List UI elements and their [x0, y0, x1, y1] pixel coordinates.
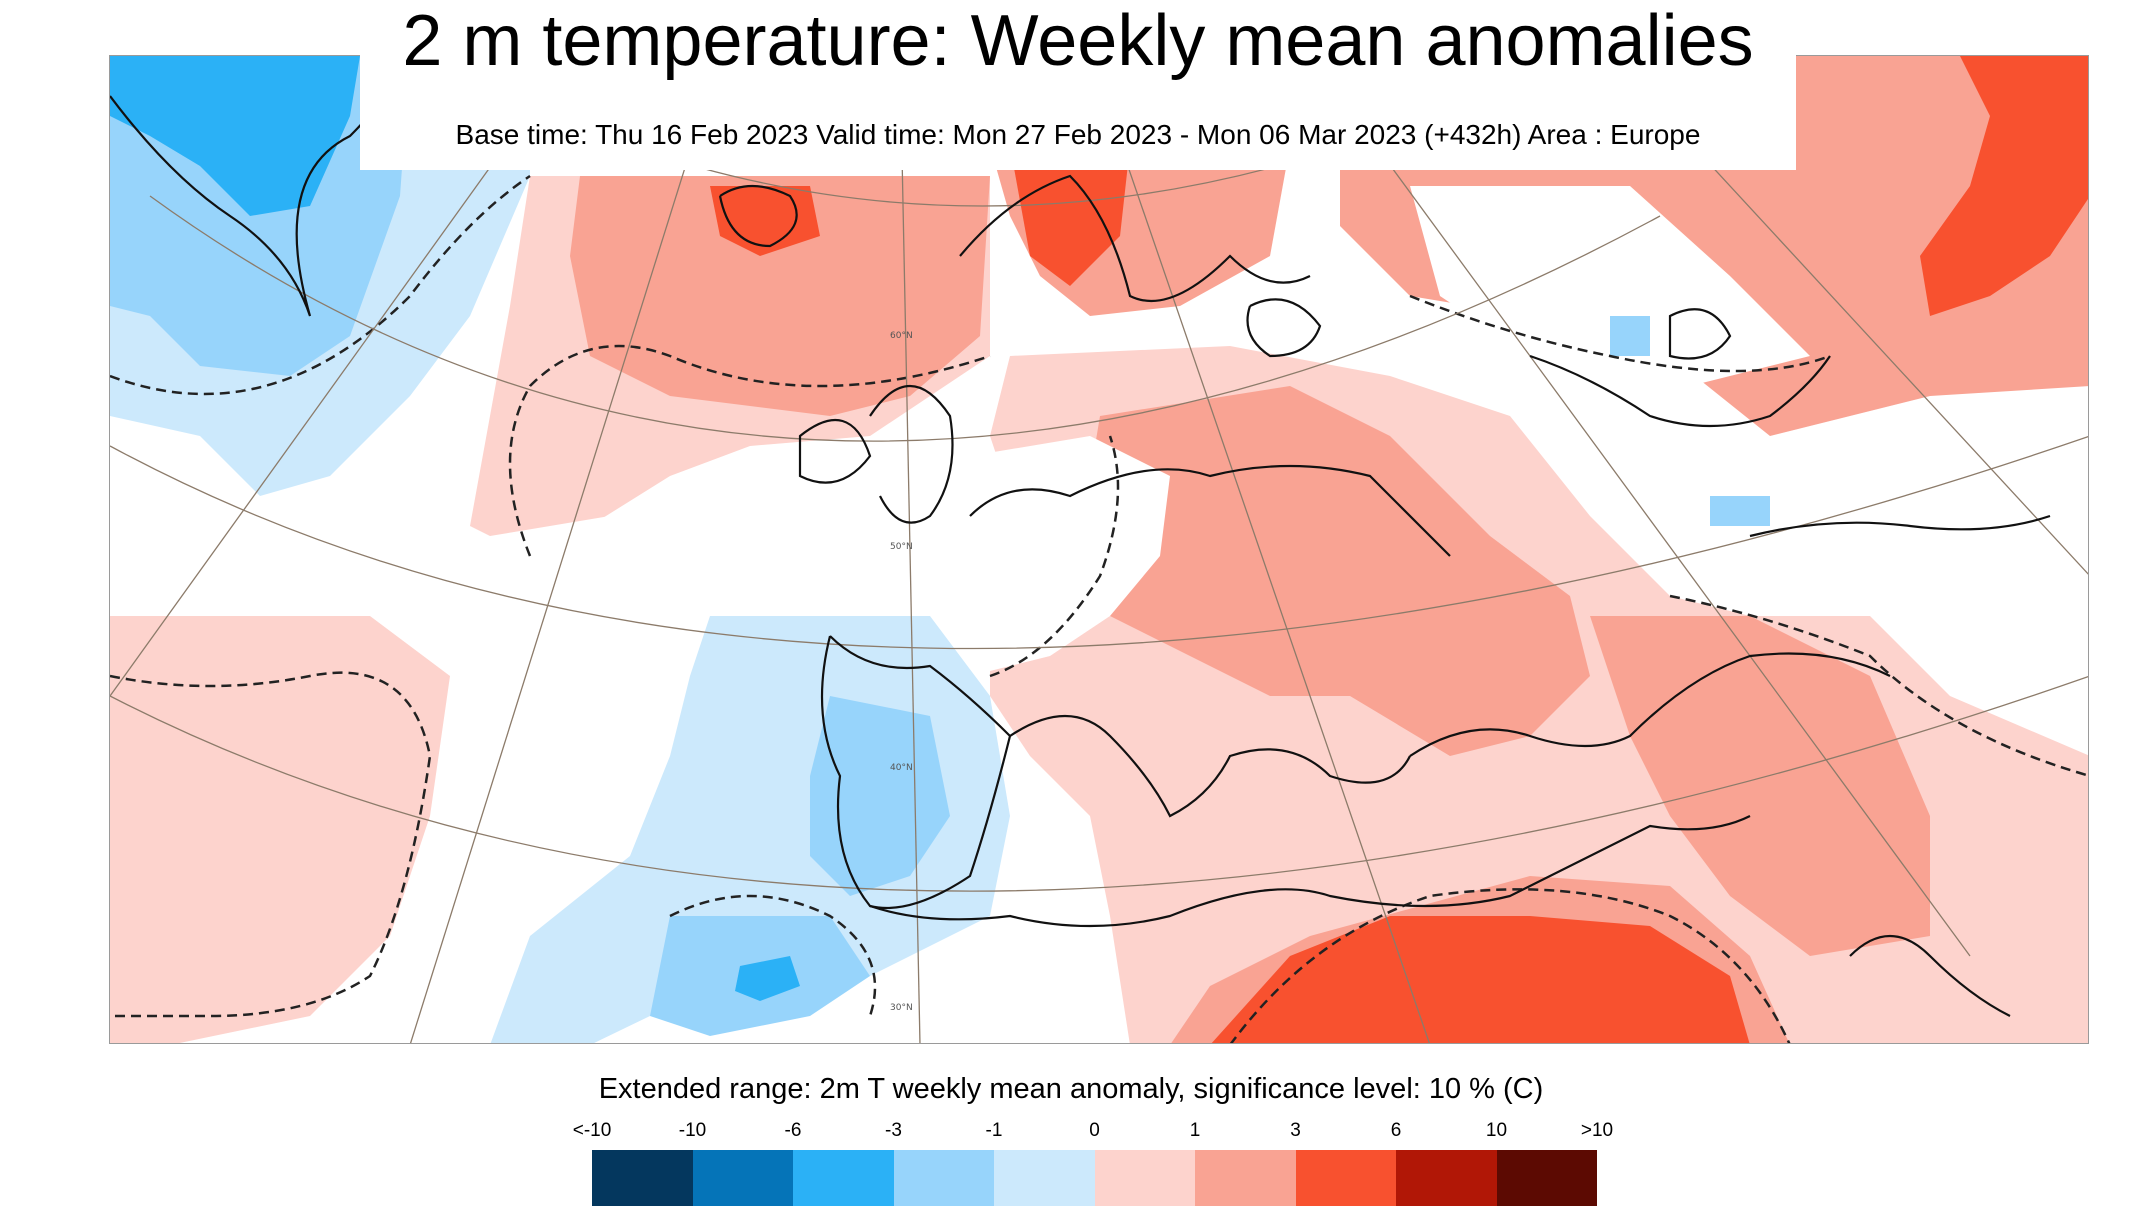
- legend-colorbar: [592, 1150, 1597, 1210]
- legend-ticks: <-10 -10 -6 -3 -1 0 1 3 6 10 >10: [573, 1120, 1613, 1146]
- legend-tick: 6: [1390, 1120, 1402, 1141]
- lat-label-40n: 40°N: [890, 763, 913, 773]
- lat-label-60n: 60°N: [890, 331, 913, 341]
- cold-spot-caspian: [1710, 496, 1770, 526]
- neutral-region-france: [910, 436, 1170, 676]
- cold-region-greenland-core: [110, 56, 360, 216]
- legend-swatch: [1396, 1150, 1497, 1206]
- warm-region-atlantic-core: [570, 176, 990, 416]
- significance-contours: [110, 174, 2088, 1043]
- legend-tick: -3: [885, 1120, 902, 1141]
- legend-swatch: [692, 1150, 793, 1206]
- legend-tick: 10: [1485, 1120, 1508, 1141]
- legend-swatch: [592, 1150, 693, 1206]
- graticule: [110, 56, 2088, 1043]
- legend-tick: -1: [985, 1120, 1003, 1141]
- warm-region-scandinavia-core: [1010, 146, 1130, 286]
- anomaly-map: 60°N 50°N 40°N 30°N: [109, 55, 2089, 1044]
- legend-swatch: [994, 1150, 1095, 1206]
- lat-label-30n: 30°N: [890, 1003, 913, 1013]
- warm-region-russia-core: [1920, 56, 2088, 316]
- lat-label-50n: 50°N: [890, 542, 913, 552]
- legend-tick: >10: [1580, 1120, 1614, 1141]
- legend-tick: 0: [1089, 1120, 1100, 1141]
- neutral-region-russia-west: [1410, 186, 1810, 386]
- legend-tick: -10: [678, 1120, 707, 1141]
- legend-swatch: [1094, 1150, 1195, 1206]
- legend-swatch: [1295, 1150, 1396, 1206]
- page-title: 2 m temperature: Weekly mean anomalies: [402, 1, 1754, 81]
- legend-tick: <-10: [572, 1120, 612, 1141]
- neutral-region-central-atlantic: [390, 506, 870, 936]
- warm-region-south-atlantic: [110, 616, 450, 1043]
- map-canvas: 60°N 50°N 40°N 30°N: [110, 56, 2088, 1043]
- warm-region-turkey-levant: [1590, 616, 1930, 956]
- legend-tick: 1: [1189, 1120, 1201, 1141]
- legend-caption: Extended range: 2m T weekly mean anomaly…: [598, 1073, 1544, 1105]
- legend-swatch: [1195, 1150, 1296, 1206]
- warm-region-balkans: [1080, 386, 1590, 756]
- legend-tick: 3: [1290, 1120, 1301, 1141]
- cold-spot-volga: [1610, 316, 1650, 356]
- legend-swatch: [793, 1150, 894, 1206]
- cold-region-iberia-core: [810, 696, 950, 896]
- title-box: 2 m temperature: Weekly mean anomalies B…: [360, 0, 1796, 170]
- warm-region-libya-egypt: [1211, 916, 1750, 1043]
- cold-region-morocco-core: [735, 956, 800, 1001]
- legend-tick: -6: [784, 1120, 802, 1141]
- legend-swatch: [893, 1150, 994, 1206]
- page-subtitle: Base time: Thu 16 Feb 2023 Valid time: M…: [455, 119, 1701, 150]
- warm-region-iceland: [710, 186, 820, 256]
- legend-swatch: [1496, 1150, 1597, 1206]
- coastlines: [110, 56, 2051, 1017]
